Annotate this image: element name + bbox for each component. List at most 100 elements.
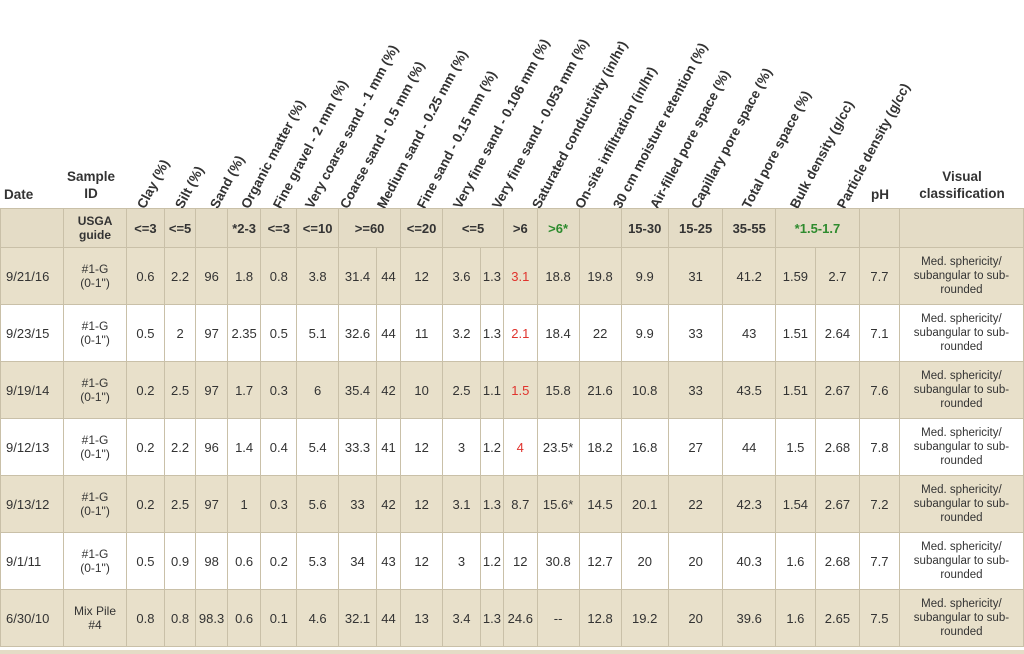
cell-tps: 39.6 <box>722 589 776 647</box>
cell-inf: 23.5* <box>536 418 580 476</box>
guide-coarse-medium: >=60 <box>338 208 402 248</box>
table-row: 9/19/14 #1-G (0-1") 0.2 2.5 97 1.7 0.3 6 35.4 42 10… <box>0 361 1024 419</box>
cell-sc: 24.6 <box>502 589 538 647</box>
cell-sample-id: #1-G (0-1") <box>63 475 128 533</box>
header-rotated-1: Silt (%) <box>172 163 207 212</box>
cell-vcs: 6 <box>296 361 340 419</box>
cell-ms: 43 <box>375 532 402 590</box>
sample-id-line1: #1-G <box>81 433 109 447</box>
cell-om: 1.8 <box>226 247 262 305</box>
guide-label: USGA guide <box>63 208 128 248</box>
cell-sand: 97 <box>195 361 228 419</box>
cell-fs: 10 <box>400 361 444 419</box>
cell-vfs2: 1.2 <box>479 532 504 590</box>
cell-sc: 4 <box>502 418 538 476</box>
cell-silt: 2.2 <box>163 247 197 305</box>
table-row: 9/12/13 #1-G (0-1") 0.2 2.2 96 1.4 0.4 5.4 33.3 41… <box>0 418 1024 476</box>
cell-afp: 9.9 <box>620 247 669 305</box>
cell-fs: 13 <box>400 589 444 647</box>
guide-sand <box>195 208 228 248</box>
cell-ph: 7.6 <box>858 361 900 419</box>
cell-cs: 32.1 <box>338 589 377 647</box>
sample-id-line2: (0-1") <box>80 390 110 404</box>
cell-afp: 20.1 <box>620 475 669 533</box>
cell-cs: 33.3 <box>338 418 377 476</box>
guide-very-fine: <=5 <box>442 208 504 248</box>
header-date: Date <box>4 187 34 202</box>
cell-silt: 2 <box>163 304 197 362</box>
cell-clay: 0.2 <box>126 475 165 533</box>
cell-clay: 0.6 <box>126 247 165 305</box>
sample-id-line2: (0-1") <box>80 276 110 290</box>
sample-id-line2: (0-1") <box>80 504 110 518</box>
cell-fs: 12 <box>400 532 444 590</box>
cell-fg: 0.5 <box>260 304 298 362</box>
cell-sample-id: #1-G (0-1") <box>63 361 128 419</box>
cell-mr: 21.6 <box>578 361 622 419</box>
sample-id-line2: (0-1") <box>80 561 110 575</box>
cell-cs: 33 <box>338 475 377 533</box>
table-row: 9/13/12 #1-G (0-1") 0.2 2.5 97 1 0.3 5.6 33 42 12 3.… <box>0 475 1024 533</box>
cell-visual: Med. sphericity/ subangular to sub-round… <box>898 589 1024 647</box>
cell-cps: 33 <box>667 304 724 362</box>
cell-ms: 41 <box>375 418 402 476</box>
cell-ph: 7.8 <box>858 418 900 476</box>
cell-silt: 0.9 <box>163 532 197 590</box>
cell-inf: 30.8 <box>536 532 580 590</box>
cell-sample-id: Mix Pile #4 <box>63 589 128 647</box>
cell-silt: 2.2 <box>163 418 197 476</box>
cell-cs: 34 <box>338 532 377 590</box>
cell-cps: 33 <box>667 361 724 419</box>
cell-ms: 44 <box>375 589 402 647</box>
cell-ph: 7.7 <box>858 247 900 305</box>
cell-sand: 96 <box>195 247 228 305</box>
cell-silt: 2.5 <box>163 475 197 533</box>
cell-mr: 14.5 <box>578 475 622 533</box>
cell-sand: 97 <box>195 304 228 362</box>
guide-infiltration: >6* <box>536 208 580 248</box>
cell-vcs: 5.1 <box>296 304 340 362</box>
table-row: 9/23/15 #1-G (0-1") 0.5 2 97 2.35 0.5 5.1 32.6 44 1… <box>0 304 1024 362</box>
cell-pd: 2.64 <box>814 304 860 362</box>
cell-fg: 0.3 <box>260 475 298 533</box>
cell-ms: 44 <box>375 247 402 305</box>
cell-tps: 44 <box>722 418 776 476</box>
cell-ms: 42 <box>375 361 402 419</box>
cell-om: 0.6 <box>226 589 262 647</box>
cell-cps: 22 <box>667 475 724 533</box>
cell-pd: 2.67 <box>814 475 860 533</box>
cell-ph: 7.2 <box>858 475 900 533</box>
cell-sample-id: #1-G (0-1") <box>63 418 128 476</box>
cell-bd: 1.6 <box>774 532 816 590</box>
cell-cps: 20 <box>667 532 724 590</box>
cell-date: 9/19/14 <box>0 361 65 419</box>
guide-bulk-density: *1.5-1.7 <box>774 208 860 248</box>
cell-fs: 11 <box>400 304 444 362</box>
cell-vfs1: 2.5 <box>442 361 481 419</box>
cell-fs: 12 <box>400 418 444 476</box>
table-row: 9/21/16 #1-G (0-1") 0.6 2.2 96 1.8 0.8 3.8 31.4 44… <box>0 247 1024 305</box>
cell-date: 9/1/11 <box>0 532 65 590</box>
cell-vfs2: 1.2 <box>479 418 504 476</box>
cell-tps: 43.5 <box>722 361 776 419</box>
cell-cs: 32.6 <box>338 304 377 362</box>
guide-moisture <box>578 208 622 248</box>
cell-tps: 41.2 <box>722 247 776 305</box>
cell-pd: 2.68 <box>814 532 860 590</box>
cell-afp: 10.8 <box>620 361 669 419</box>
cell-om: 0.6 <box>226 532 262 590</box>
cell-sand: 97 <box>195 475 228 533</box>
cell-date: 9/21/16 <box>0 247 65 305</box>
cell-cps: 20 <box>667 589 724 647</box>
cell-om: 1 <box>226 475 262 533</box>
cell-om: 1.4 <box>226 418 262 476</box>
sample-id-line1: #1-G <box>81 319 109 333</box>
guide-capillary: 15-25 <box>667 208 724 248</box>
cell-vfs1: 3.6 <box>442 247 481 305</box>
cell-visual: Med. sphericity/ subangular to sub-round… <box>898 361 1024 419</box>
cell-mr: 22 <box>578 304 622 362</box>
guide-clay: <=3 <box>126 208 165 248</box>
cell-inf: 18.4 <box>536 304 580 362</box>
cell-vfs2: 1.3 <box>479 475 504 533</box>
cell-fg: 0.8 <box>260 247 298 305</box>
